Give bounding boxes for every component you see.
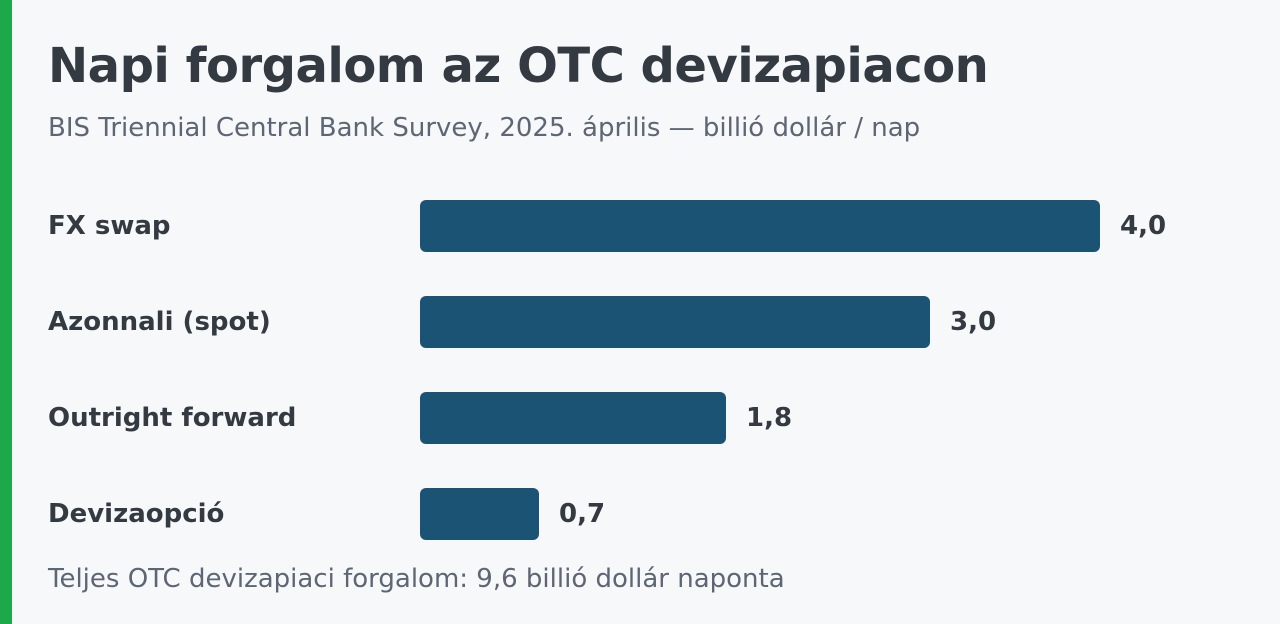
chart-title: Napi forgalom az OTC devizapiacon	[48, 38, 989, 94]
bar	[420, 200, 1100, 252]
category-label: Devizaopció	[48, 499, 225, 529]
category-label: FX swap	[48, 211, 171, 241]
value-label: 0,7	[559, 499, 606, 529]
bar	[420, 296, 930, 348]
value-label: 1,8	[746, 403, 793, 433]
accent-stripe	[0, 0, 12, 624]
value-label: 4,0	[1120, 211, 1167, 241]
chart-subtitle: BIS Triennial Central Bank Survey, 2025.…	[48, 113, 921, 143]
bar	[420, 488, 539, 540]
value-label: 3,0	[950, 307, 997, 337]
category-label: Azonnali (spot)	[48, 307, 271, 337]
category-label: Outright forward	[48, 403, 297, 433]
bar	[420, 392, 726, 444]
chart-footnote: Teljes OTC devizapiaci forgalom: 9,6 bil…	[48, 564, 785, 594]
